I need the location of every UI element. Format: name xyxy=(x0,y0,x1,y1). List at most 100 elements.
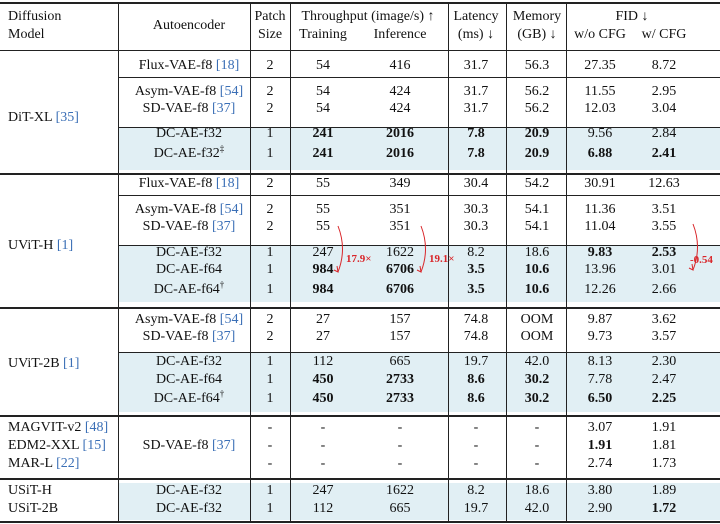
cell-fid2: 2.47 xyxy=(651,372,677,387)
autoencoder-label: SD-VAE-f8 xyxy=(142,101,209,116)
row-separator xyxy=(0,2,720,4)
cell-fid2: 2.84 xyxy=(651,126,677,141)
column-separator xyxy=(566,2,567,521)
cell-patch: 1 xyxy=(266,126,274,141)
row-separator xyxy=(0,478,720,480)
model-name: UViT-H [1] xyxy=(8,237,73,255)
cell-fid2: 3.62 xyxy=(651,312,677,327)
cell-inf: 1622 xyxy=(386,245,414,260)
model-name: MAGVIT-v2 [48] xyxy=(8,419,108,437)
citation: [37] xyxy=(212,219,236,234)
cell-fid2: 3.01 xyxy=(651,262,677,277)
autoencoder-name: DC-AE-f32 xyxy=(156,482,222,500)
autoencoder-label: SD-VAE-f8 xyxy=(142,219,209,234)
model-name: EDM2-XXL [15] xyxy=(8,437,106,455)
cell-lat: 31.7 xyxy=(463,58,489,73)
cell-mem: 18.6 xyxy=(524,483,550,498)
cell-lat: - xyxy=(473,420,479,435)
cell-mem: OOM xyxy=(520,312,554,327)
autoencoder-name: DC-AE-f64 xyxy=(156,261,222,279)
cell-inf: 2016 xyxy=(386,126,414,141)
model-label: MAR-L xyxy=(8,456,53,471)
cell-fid2: 2.30 xyxy=(651,354,677,369)
cell-mem: - xyxy=(534,456,540,471)
model-name: MAR-L [22] xyxy=(8,455,79,473)
autoencoder-label: DC-AE-f32 xyxy=(155,483,223,498)
autoencoder-name: Asym-VAE-f8 [54] xyxy=(135,311,243,329)
cell-fid2: 1.81 xyxy=(651,438,677,453)
header-model: Model xyxy=(8,27,45,42)
header-memory: (GB) ↓ xyxy=(517,27,557,42)
highlight-band xyxy=(118,483,720,520)
cell-lat: 3.5 xyxy=(467,262,485,277)
cell-fid1: 1.91 xyxy=(587,438,613,453)
cell-fid1: 12.03 xyxy=(584,101,616,116)
cell-patch: - xyxy=(267,456,273,471)
cell-inf: 349 xyxy=(389,176,411,191)
column-separator xyxy=(118,2,119,521)
footnote-mark: ‡ xyxy=(219,143,225,154)
cell-mem: 54.2 xyxy=(524,176,550,191)
cell-mem: 20.9 xyxy=(524,126,550,141)
group-separator xyxy=(118,195,720,196)
cell-inf: 157 xyxy=(389,312,411,327)
cell-inf: - xyxy=(397,438,403,453)
model-label: USiT-2B xyxy=(8,501,59,516)
cell-patch: 2 xyxy=(266,312,274,327)
cell-inf: 351 xyxy=(389,219,411,234)
autoencoder-label: DC-AE-f64 xyxy=(155,262,223,277)
highlight-band xyxy=(118,352,720,412)
cell-train: 984 xyxy=(312,262,334,277)
cell-lat: 31.7 xyxy=(463,101,489,116)
cell-patch: 2 xyxy=(266,101,274,116)
header-throughput: Throughput (image/s) ↑ xyxy=(301,9,435,24)
cell-mem: 10.6 xyxy=(524,282,550,297)
citation: [22] xyxy=(56,456,80,471)
cell-fid2: 2.41 xyxy=(651,146,677,161)
cell-train: 247 xyxy=(312,245,334,260)
cell-train: 55 xyxy=(316,176,330,191)
cell-inf: 6706 xyxy=(386,282,414,297)
cell-inf: 416 xyxy=(389,58,411,73)
cell-patch: 1 xyxy=(266,354,274,369)
cell-patch: - xyxy=(267,438,273,453)
cell-mem: 10.6 xyxy=(524,262,550,277)
cell-fid2: 2.95 xyxy=(651,84,677,99)
row-separator xyxy=(0,173,720,175)
group-separator xyxy=(118,127,720,128)
model-label: EDM2-XXL xyxy=(8,438,80,453)
cell-fid2: 3.51 xyxy=(651,202,677,217)
cell-fid1: 9.56 xyxy=(587,126,613,141)
autoencoder-label: DC-AE-f32 xyxy=(155,354,223,369)
cell-fid1: 11.04 xyxy=(584,219,616,234)
cell-mem: 54.1 xyxy=(524,219,550,234)
autoencoder-name: Flux-VAE-f8 [18] xyxy=(139,175,239,193)
cell-lat: 74.8 xyxy=(463,329,489,344)
cell-train: 54 xyxy=(316,58,330,73)
highlight-band xyxy=(118,245,720,302)
cell-lat: 74.8 xyxy=(463,312,489,327)
cell-fid1: 2.74 xyxy=(587,456,613,471)
cell-mem: 42.0 xyxy=(524,501,550,516)
cell-fid2: 8.72 xyxy=(651,58,677,73)
cell-mem: 18.6 xyxy=(524,245,550,260)
header-patch-size: Patch xyxy=(254,9,286,24)
autoencoder-label: DC-AE-f64 xyxy=(153,282,220,297)
citation: [35] xyxy=(55,110,79,125)
autoencoder-name: DC-AE-f32‡ xyxy=(154,143,225,163)
citation: [37] xyxy=(212,438,236,453)
header-inference: Inference xyxy=(373,27,427,42)
model-label: DiT-XL xyxy=(8,110,53,125)
cell-train: 247 xyxy=(312,483,334,498)
autoencoder-label: DC-AE-f64 xyxy=(153,391,220,406)
cell-mem: - xyxy=(534,438,540,453)
autoencoder-name: SD-VAE-f8 [37] xyxy=(143,218,236,236)
autoencoder-name: DC-AE-f32 xyxy=(156,244,222,262)
inference-speedup-label: 19.1× xyxy=(429,253,455,265)
cell-patch: 2 xyxy=(266,202,274,217)
autoencoder-label: SD-VAE-f8 xyxy=(142,329,209,344)
column-separator xyxy=(506,2,507,521)
cell-mem: 56.2 xyxy=(524,101,550,116)
